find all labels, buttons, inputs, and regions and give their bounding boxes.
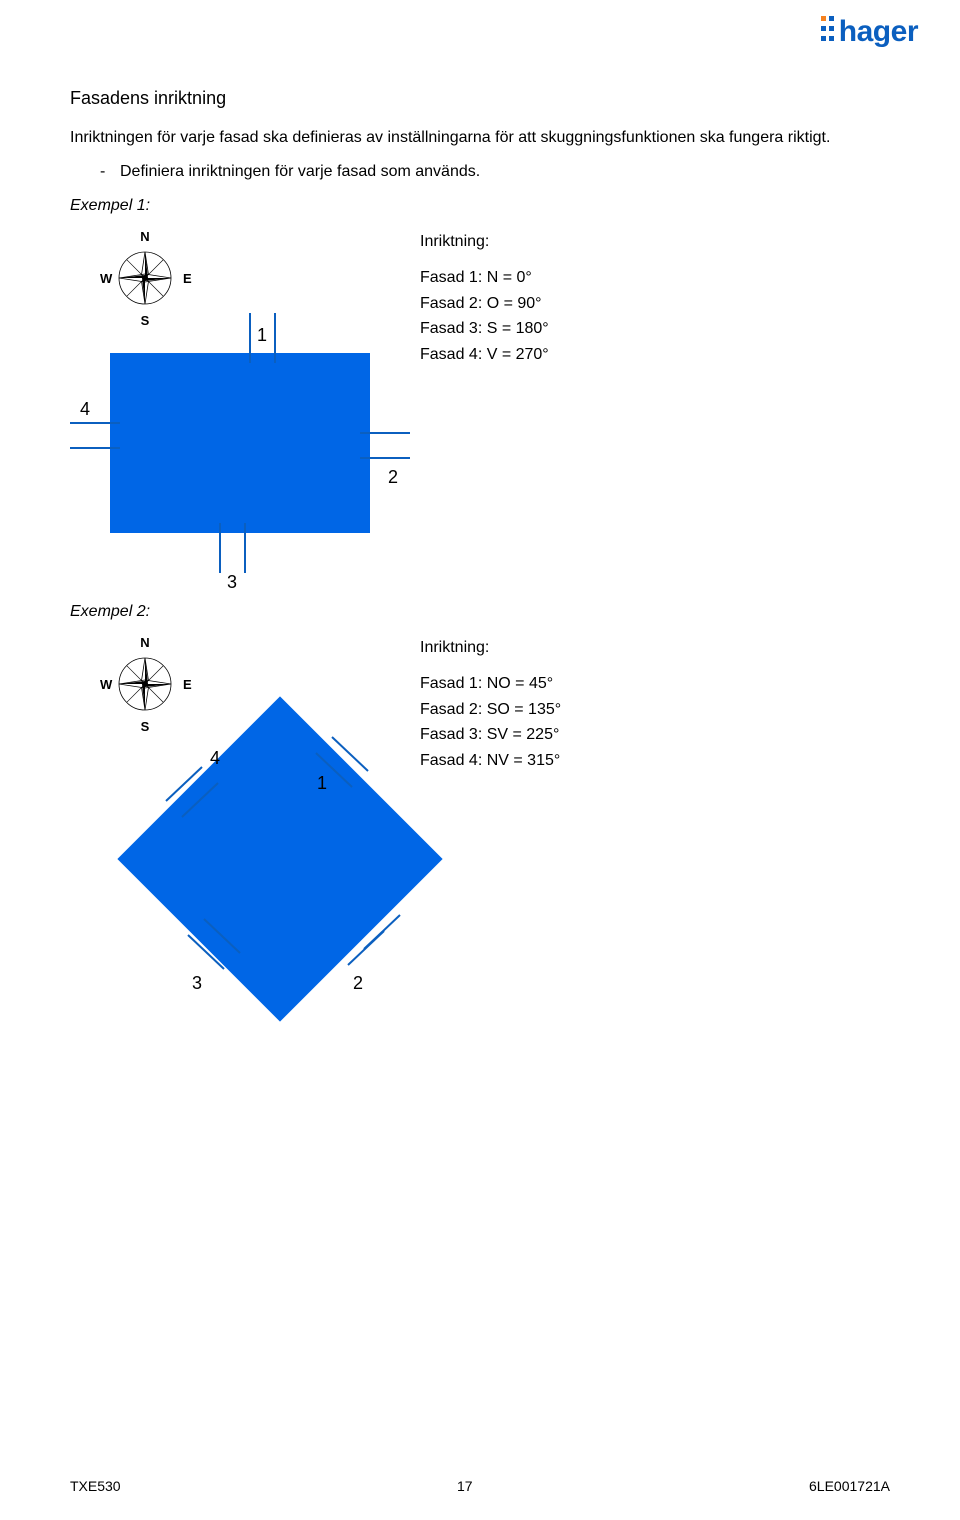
example1-line: Fasad 2: O = 90°: [420, 291, 549, 317]
facet-4-label: 4: [80, 399, 90, 419]
compass-n-label: N: [140, 635, 149, 650]
compass-w-label: W: [100, 271, 113, 286]
example2-text: Inriktning: Fasad 1: NO = 45° Fasad 2: S…: [420, 635, 561, 773]
compass-w-label: W: [100, 677, 113, 692]
facet-1-label: 1: [317, 773, 327, 793]
example1-line: Fasad 4: V = 270°: [420, 342, 549, 368]
compass-e-label: E: [183, 677, 192, 692]
brand-logo: hager: [821, 14, 918, 52]
facet-2-label: 2: [388, 467, 398, 487]
facet-4-label: 4: [210, 748, 220, 768]
example2-block: N E S W 1 2 3 4 I: [70, 629, 890, 1029]
page-heading: Fasadens inriktning: [70, 88, 890, 109]
compass-s-label: S: [141, 313, 150, 328]
example2-line: Fasad 3: SV = 225°: [420, 722, 561, 748]
bullet-item: - Definiera inriktningen för varje fasad…: [100, 163, 890, 181]
bullet-text: Definiera inriktningen för varje fasad s…: [120, 163, 480, 181]
facet-1-label: 1: [257, 325, 267, 345]
facet-3-label: 3: [227, 572, 237, 592]
example2-line: Fasad 4: NV = 315°: [420, 748, 561, 774]
example1-text: Inriktning: Fasad 1: N = 0° Fasad 2: O =…: [420, 229, 549, 367]
compass-n-label: N: [140, 229, 149, 244]
footer-left: TXE530: [70, 1478, 121, 1494]
facet-3-label: 3: [192, 973, 202, 993]
example1-line: Fasad 1: N = 0°: [420, 265, 549, 291]
page-footer: TXE530 17 6LE001721A: [70, 1478, 890, 1494]
page: hager Fasadens inriktning Inriktningen f…: [0, 0, 960, 1520]
example2-label: Exempel 2:: [70, 603, 890, 621]
example2-title: Inriktning:: [420, 635, 561, 661]
bullet-dash-icon: -: [100, 163, 120, 181]
compass-s-label: S: [141, 719, 150, 734]
logo-text: hager: [839, 15, 918, 48]
compass-e-label: E: [183, 271, 192, 286]
example1-label: Exempel 1:: [70, 197, 890, 215]
example1-title: Inriktning:: [420, 229, 549, 255]
footer-center: 17: [457, 1478, 473, 1494]
example2-line: Fasad 2: SO = 135°: [420, 697, 561, 723]
logo-dots-icon: [821, 14, 835, 52]
example2-line: Fasad 1: NO = 45°: [420, 671, 561, 697]
facet-2-label: 2: [353, 973, 363, 993]
example1-line: Fasad 3: S = 180°: [420, 316, 549, 342]
example1-block: N E S W 1 2 3 4 Inriktning: Fasad 1: N =…: [70, 223, 890, 593]
intro-paragraph: Inriktningen för varje fasad ska definie…: [70, 127, 890, 149]
footer-right: 6LE001721A: [809, 1478, 890, 1494]
